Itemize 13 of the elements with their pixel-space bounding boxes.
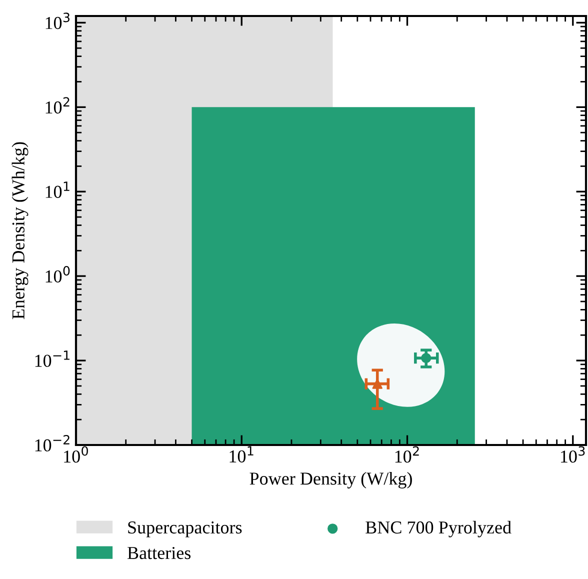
y-axis-title: Energy Density (Wh/kg) [12,142,28,320]
legend-label: BNC 700 Pyrolyzed [366,520,512,538]
y-tick-label: 10$^{2}$ [46,97,70,114]
y-tick-label: 10$^{1}$ [46,182,70,198]
y-tick-label: 10$^{−1}$ [35,350,70,367]
x-tick-label: 10$^{3}$ [561,446,585,463]
x-tick-label: 10$^{2}$ [395,446,419,463]
y-tick-label: 10$^{0}$ [46,266,70,282]
legend-label: Batteries [128,546,191,560]
x-tick-label: 10$^{1}$ [230,446,254,462]
y-tick-label: 10$^{3}$ [46,12,70,30]
x-axis-title: Power Density (W/kg) [250,472,412,488]
legend-label: Supercapacitors [128,521,242,538]
